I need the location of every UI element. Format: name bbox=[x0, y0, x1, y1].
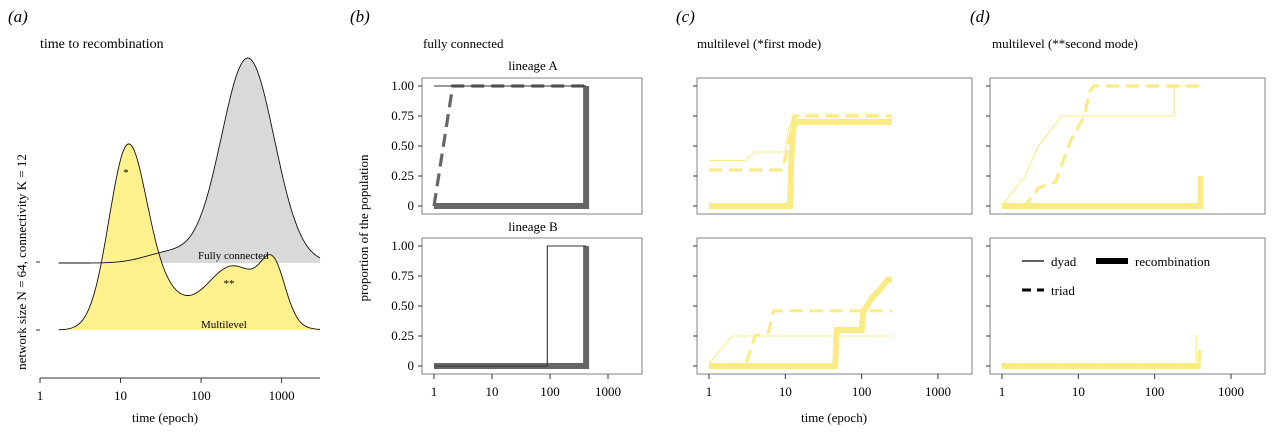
panel-b-row-1-recombination-line bbox=[434, 86, 590, 209]
y-tick-label: 0.50 bbox=[391, 298, 414, 313]
panel-b-row-1-frame bbox=[421, 77, 643, 215]
y-tick-label: 0.75 bbox=[391, 268, 414, 283]
panel-c-row-1-frame bbox=[696, 77, 973, 215]
panel-c-row-1-recombination-line bbox=[709, 119, 892, 209]
panel-b-title: fully connected bbox=[423, 36, 504, 51]
panel-d-row-1-dyad-line bbox=[1001, 85, 1199, 207]
panel-b-row-2-triad-line bbox=[434, 246, 588, 368]
fully-connected-density-fill bbox=[58, 58, 320, 263]
panel-c-title: multilevel (*first mode) bbox=[697, 36, 821, 51]
fully-connected-density-line bbox=[58, 57, 321, 264]
panel-d-letter: (d) bbox=[970, 7, 990, 26]
x-tick-label: 100 bbox=[540, 384, 560, 399]
panel-c-row-2-triad-line bbox=[709, 309, 892, 368]
panel-b-letter: (b) bbox=[350, 7, 370, 26]
x-tick-label: 10 bbox=[1072, 384, 1085, 399]
x-tick-label: 1 bbox=[706, 384, 713, 399]
panel-d-row-2-triad-line bbox=[1002, 347, 1203, 368]
panel-a: (a) time to recombination network size N… bbox=[8, 7, 321, 425]
panel-c-row-1-triad-line bbox=[709, 114, 892, 172]
panel-d-title: multilevel (**second mode) bbox=[992, 36, 1138, 51]
x-tick-label: 100 bbox=[1145, 384, 1165, 399]
panel-b-row-2-dyad-line bbox=[434, 245, 587, 367]
legend-triad-label: triad bbox=[1051, 283, 1075, 298]
panel-a-x-tick-label: 10 bbox=[114, 388, 127, 403]
y-tick-label: 0.25 bbox=[391, 328, 414, 343]
panel-a-x-tick-label: 1 bbox=[37, 388, 44, 403]
second-mode-marker: ** bbox=[224, 278, 235, 290]
multilevel-density-label: Multilevel bbox=[201, 319, 247, 331]
panel-b-row-1: 0 0.25 0.50 0.75 1.00 bbox=[391, 77, 643, 215]
panel-a-xlabel: time (epoch) bbox=[132, 410, 198, 425]
shared-ylabel: proportion of the population bbox=[356, 154, 371, 301]
panel-c-row-2: 1 10 100 1000 bbox=[693, 237, 973, 399]
panel-b-row-2-frame bbox=[421, 237, 643, 375]
panel-d-row-1-frame bbox=[989, 77, 1266, 215]
x-tick-label: 1 bbox=[431, 384, 438, 399]
x-tick-label: 1000 bbox=[595, 384, 621, 399]
x-tick-label: 1000 bbox=[925, 384, 951, 399]
y-tick-label: 0.50 bbox=[391, 138, 414, 153]
density-plot bbox=[58, 57, 321, 331]
panel-c-row-2-recombination-line bbox=[709, 276, 892, 369]
panel-a-x-tick-label: 100 bbox=[191, 388, 211, 403]
shared-xlabel: time (epoch) bbox=[801, 410, 867, 425]
panel-d-row-2-dyad-line bbox=[1002, 335, 1199, 367]
y-tick-label: 0 bbox=[408, 198, 415, 213]
panel-d-row-2: 1 10 100 1000 bbox=[986, 237, 1266, 399]
panel-d-row-1-triad-line bbox=[1002, 84, 1199, 208]
y-tick-label: 1.00 bbox=[391, 78, 414, 93]
panel-d-row-1-recombination-line bbox=[1002, 176, 1204, 209]
panel-a-title: time to recombination bbox=[40, 37, 164, 52]
x-tick-label: 10 bbox=[486, 384, 499, 399]
legend-dyad-label: dyad bbox=[1051, 254, 1077, 269]
panel-a-x-tick-label: 1000 bbox=[269, 388, 295, 403]
y-tick-label: 0.25 bbox=[391, 168, 414, 183]
y-tick-label: 1.00 bbox=[391, 238, 414, 253]
legend-recombination-label: recombination bbox=[1135, 254, 1211, 269]
multilevel-density-fill bbox=[58, 143, 320, 330]
panel-c-row-1-dyad-line bbox=[709, 119, 892, 161]
x-tick-label: 1000 bbox=[1218, 384, 1244, 399]
x-tick-label: 1 bbox=[999, 384, 1006, 399]
panel-b-row-2: 0 0.25 0.50 0.75 1.00 1 10 100 1000 bbox=[391, 237, 643, 399]
panel-a-x-axis: 1 10 100 1000 bbox=[36, 261, 320, 403]
lineage-a-label: lineage A bbox=[508, 58, 558, 73]
x-tick-label: 100 bbox=[852, 384, 872, 399]
panel-b-row-1-triad-line bbox=[432, 84, 587, 207]
panel-c-row-1 bbox=[693, 77, 973, 215]
panel-a-letter: (a) bbox=[8, 7, 28, 26]
y-tick-label: 0.75 bbox=[391, 108, 414, 123]
first-mode-marker: * bbox=[123, 167, 129, 179]
x-tick-label: 10 bbox=[779, 384, 792, 399]
lineage-b-label: lineage B bbox=[508, 219, 558, 234]
panel-c-row-2-dyad-line bbox=[708, 335, 892, 364]
multilevel-density-line bbox=[58, 143, 321, 331]
panel-c-letter: (c) bbox=[676, 7, 695, 26]
fully-connected-density-label: Fully connected bbox=[198, 250, 269, 262]
panel-a-ylabel: network size N = 64, connectivity K = 12 bbox=[14, 154, 29, 370]
legend: dyad triad recombination bbox=[1022, 254, 1211, 298]
y-tick-label: 0 bbox=[408, 358, 415, 373]
panel-d-row-1 bbox=[986, 77, 1266, 215]
panel-b-row-2-recombination-line bbox=[434, 246, 590, 369]
